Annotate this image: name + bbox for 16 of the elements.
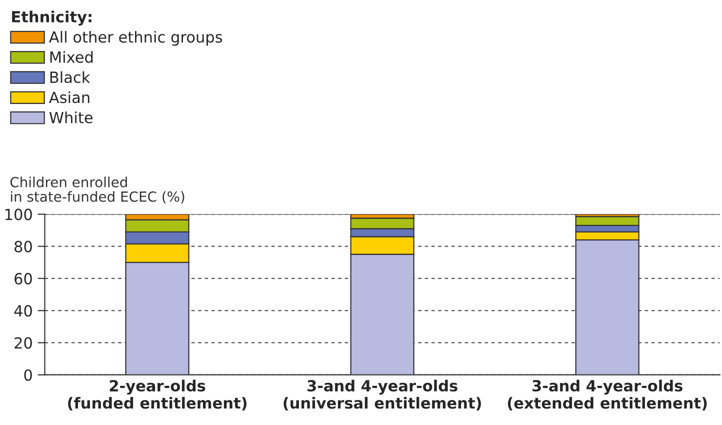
legend-title: Ethnicity: (12, 10, 92, 26)
x-tick-label: 3-and 4-year-olds (universal entitlement) (284, 380, 481, 411)
legend-label: Mixed (50, 51, 93, 63)
legend-label: Black (50, 71, 90, 84)
y-tick-label: 40 (14, 305, 32, 317)
y-tick-label: 60 (14, 272, 32, 284)
y-axis-title: Children enrolled in state-funded ECEC (%) (10, 176, 184, 204)
x-tick-label: 2-year-olds (funded entitlement) (68, 380, 246, 411)
y-tick-label: 20 (14, 337, 32, 349)
y-tick-label: 0 (24, 369, 32, 381)
y-tick-label: 100 (5, 208, 32, 220)
legend-label: Asian (49, 91, 90, 104)
legend-label: All other ethnic groups (49, 30, 222, 46)
y-tick-label: 80 (14, 240, 32, 252)
legend-label: White (49, 111, 92, 124)
x-tick-label: 3-and 4-year-olds (extended entitlement) (508, 380, 707, 411)
